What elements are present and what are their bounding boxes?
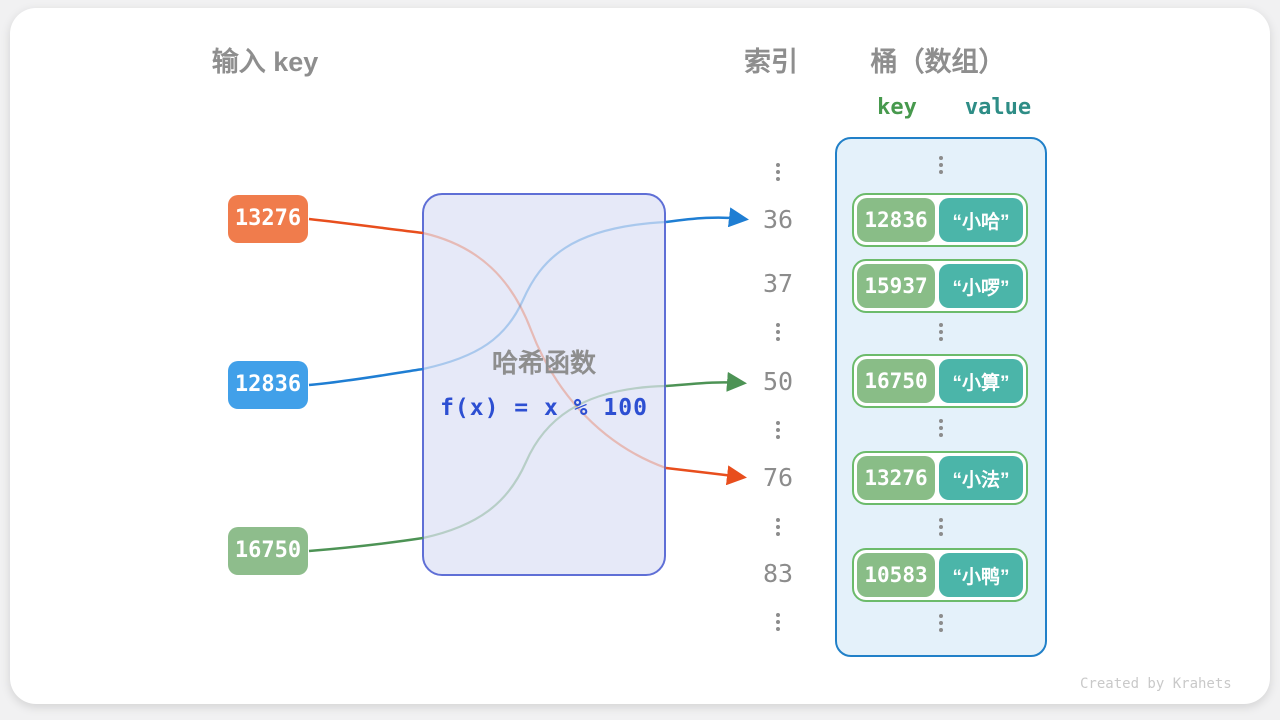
ellipsis-icon bbox=[772, 163, 784, 181]
entry-key-pill: 10583 bbox=[857, 553, 935, 597]
ellipsis-icon bbox=[935, 518, 947, 536]
input-key-16750: 16750 bbox=[228, 527, 308, 575]
entry-value-pill: “小哈” bbox=[939, 198, 1023, 242]
index-value-36: 36 bbox=[762, 205, 794, 234]
input-key-13276: 13276 bbox=[228, 195, 308, 243]
ellipsis-icon bbox=[772, 613, 784, 631]
input-key-12836: 12836 bbox=[228, 361, 308, 409]
ellipsis-icon bbox=[772, 518, 784, 536]
input-key-heading: 输入 key bbox=[211, 47, 319, 77]
bucket-entry: 10583 “小鸭” bbox=[852, 548, 1028, 602]
ellipsis-icon bbox=[935, 614, 947, 632]
entry-key-pill: 15937 bbox=[857, 264, 935, 308]
bucket-entry: 12836 “小哈” bbox=[852, 193, 1028, 247]
ellipsis-icon bbox=[935, 419, 947, 437]
index-value-76: 76 bbox=[762, 463, 794, 492]
entry-key-pill: 13276 bbox=[857, 456, 935, 500]
bucket-entry: 13276 “小法” bbox=[852, 451, 1028, 505]
index-value-83: 83 bbox=[762, 559, 794, 588]
index-heading: 索引 bbox=[744, 47, 798, 77]
entry-value-pill: “小鸭” bbox=[939, 553, 1023, 597]
entry-value-pill: “小法” bbox=[939, 456, 1023, 500]
ellipsis-icon bbox=[935, 323, 947, 341]
ellipsis-icon bbox=[772, 421, 784, 439]
entry-value-pill: “小算” bbox=[939, 359, 1023, 403]
bucket-heading: 桶（数组） bbox=[870, 47, 1006, 77]
index-value-37: 37 bbox=[762, 269, 794, 298]
entry-key-pill: 16750 bbox=[857, 359, 935, 403]
bucket-entry: 16750 “小算” bbox=[852, 354, 1028, 408]
bucket-key-label: key bbox=[877, 95, 917, 120]
bucket-entry: 15937 “小啰” bbox=[852, 259, 1028, 313]
credit-text: Created by Krahets bbox=[1080, 676, 1232, 692]
entry-key-pill: 12836 bbox=[857, 198, 935, 242]
hash-function-box bbox=[422, 193, 666, 576]
index-value-50: 50 bbox=[762, 367, 794, 396]
hash-function-title: 哈希函数 bbox=[491, 348, 596, 378]
entry-value-pill: “小啰” bbox=[939, 264, 1023, 308]
ellipsis-icon bbox=[772, 323, 784, 341]
bucket-value-label: value bbox=[964, 95, 1032, 120]
ellipsis-icon bbox=[935, 156, 947, 174]
hash-function-formula: f(x) = x % 100 bbox=[440, 395, 648, 421]
